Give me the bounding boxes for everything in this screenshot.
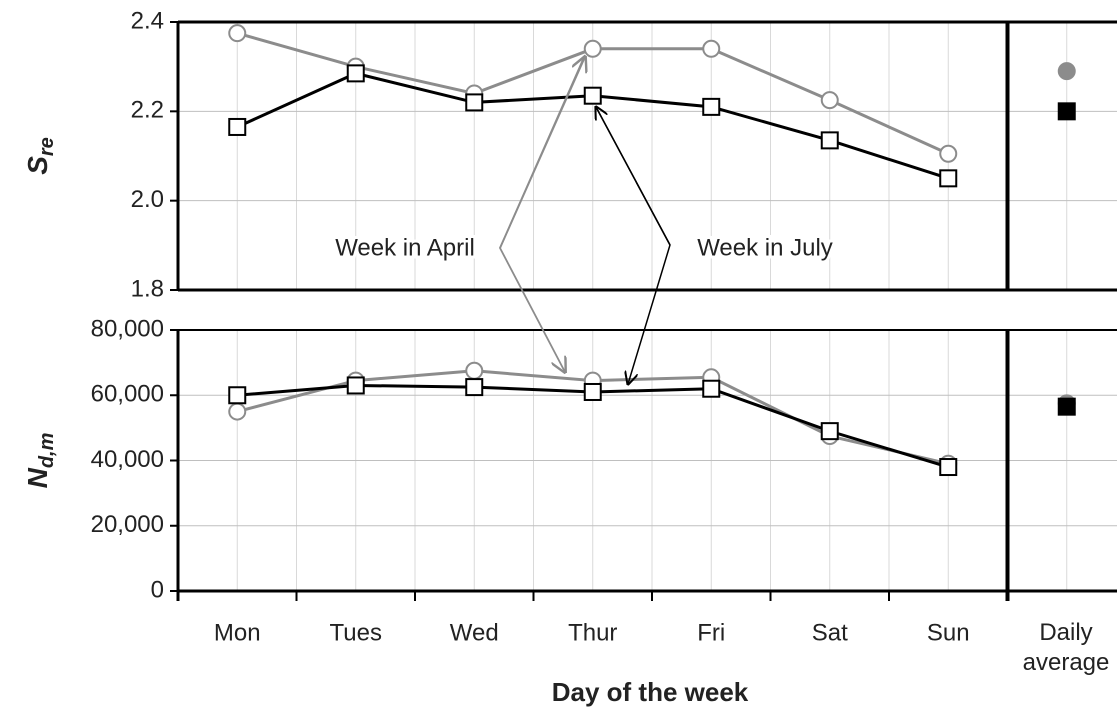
y-tick-label: 1.8 <box>131 275 164 302</box>
x-tick-label: Daily average <box>1022 619 1110 676</box>
july-arrow-head <box>596 107 671 246</box>
marker <box>583 382 602 401</box>
marker <box>228 24 247 43</box>
marker <box>346 64 365 83</box>
marker <box>939 144 958 163</box>
marker <box>702 379 721 398</box>
x-tick-label: Thur <box>568 619 617 646</box>
y-label-subscript: d,m <box>36 433 58 469</box>
y-tick-label: 80,000 <box>91 315 164 342</box>
x-tick-label: Fri <box>697 619 725 646</box>
marker <box>583 39 602 58</box>
x-tick-label: Wed <box>450 619 499 646</box>
y-tick-label: 2.4 <box>131 7 164 34</box>
marker <box>939 458 958 477</box>
y-label-subscript: re <box>36 137 58 156</box>
marker <box>702 97 721 116</box>
y-tick-label: 60,000 <box>91 381 164 408</box>
y-axis-label: Sre <box>22 137 58 175</box>
marker <box>1057 62 1076 81</box>
y-tick-label: 2.2 <box>131 97 164 124</box>
marker <box>702 39 721 58</box>
y-label-symbol: S <box>22 156 53 175</box>
y-axis-label: Nd,m <box>22 433 58 489</box>
y-tick-label: 2.0 <box>131 186 164 213</box>
july-arrow <box>595 106 671 384</box>
x-tick-label: Tues <box>330 619 382 646</box>
marker <box>346 376 365 395</box>
y-tick-label: 40,000 <box>91 446 164 473</box>
marker <box>228 386 247 405</box>
april-arrow <box>499 54 586 372</box>
marker <box>820 91 839 110</box>
april-arrow-head <box>499 57 585 249</box>
marker <box>465 378 484 397</box>
plot-layers: 1.8 2.0 2.2 2.4 Sre 0 20,000 40,000 60,000 80,000… <box>22 7 1117 646</box>
marker <box>465 361 484 380</box>
marker <box>583 86 602 105</box>
y-tick-label: 20,000 <box>91 511 164 538</box>
y-tick-label: 0 <box>151 576 164 603</box>
x-tick-label: Mon <box>214 619 261 646</box>
marker <box>1057 397 1076 416</box>
marker <box>228 117 247 136</box>
marker <box>465 93 484 112</box>
x-tick-label: Sun <box>927 619 970 646</box>
marker <box>939 169 958 188</box>
marker <box>820 131 839 150</box>
annotation: Week in July <box>697 234 833 261</box>
y-label-symbol: N <box>22 467 53 488</box>
annotation: Week in April <box>335 234 475 261</box>
marker <box>820 422 839 441</box>
annotation-arrows <box>499 54 671 384</box>
x-axis-label: Day of the week <box>552 677 749 707</box>
marker <box>1057 102 1076 121</box>
x-tick-label: Sat <box>812 619 848 646</box>
marker <box>228 402 247 421</box>
